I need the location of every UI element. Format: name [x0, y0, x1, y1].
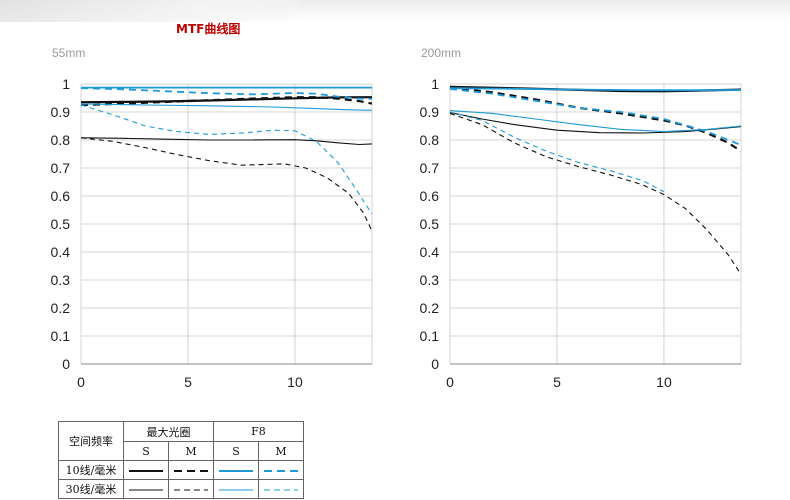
y-tick-label: 0.8 [420, 132, 440, 148]
y-tick-label: 0.4 [420, 244, 440, 260]
x-tick-label: 10 [287, 374, 303, 390]
y-tick-label: 0.3 [51, 272, 71, 288]
legend-col-m: M [168, 441, 214, 461]
x-tick-label: 0 [77, 374, 85, 390]
legend-table: 空间频率 最大光圈 F8 S M S M 10线/毫米 30线/毫米 [58, 421, 304, 499]
y-tick-label: 0 [62, 356, 70, 372]
chart-main-title: MTF曲线图 [176, 22, 241, 36]
legend-col-m: M [258, 441, 304, 461]
legend-group-wide-open: 最大光圈 [123, 421, 214, 442]
mtf-line-f8-30-s [449, 110, 742, 133]
legend-swatch-wide-open-10-m [168, 460, 214, 480]
y-tick-label: 0.9 [420, 104, 440, 120]
legend-swatch-wide-open-10-s [123, 460, 169, 480]
y-tick-label: 0.7 [420, 160, 440, 176]
legend-group-f8: F8 [213, 421, 304, 442]
y-tick-label: 0 [431, 356, 439, 372]
y-tick-label: 0.6 [51, 188, 71, 204]
y-tick-label: 1 [62, 76, 70, 92]
y-tick-label: 0.2 [51, 300, 71, 316]
legend-header-frequency: 空间频率 [58, 421, 124, 461]
y-tick-label: 0.1 [51, 328, 71, 344]
legend-swatch-f8-10-m [258, 460, 304, 480]
mtf-chart-200mm: 00.10.20.30.40.50.60.70.80.910 5 10 [420, 76, 742, 390]
mtf-line-wide-open-30-m [449, 112, 742, 275]
y-tick-label: 0.8 [51, 132, 71, 148]
header-band [0, 0, 790, 22]
legend-swatch-wide-open-30-s [123, 479, 169, 499]
legend-swatch-wide-open-30-m [168, 479, 214, 499]
y-tick-label: 0.5 [420, 216, 440, 232]
y-tick-label: 0.9 [51, 104, 71, 120]
mtf-line-wide-open-10-m [80, 96, 373, 107]
mtf-line-f8-30-m [449, 111, 665, 193]
legend-swatch-f8-30-m [258, 479, 304, 499]
lens-label-55mm: 55mm [52, 46, 86, 60]
y-tick-label: 0.7 [51, 160, 71, 176]
mtf-line-f8-30-m [80, 104, 373, 215]
legend-col-s: S [123, 441, 169, 461]
y-tick-label: 0.5 [51, 216, 71, 232]
y-tick-label: 0.1 [420, 328, 440, 344]
mtf-line-wide-open-30-m [80, 137, 373, 232]
y-tick-label: 0.4 [51, 244, 71, 260]
mtf-chart-55mm: 00.10.20.30.40.50.60.70.80.910 5 10 [51, 76, 373, 390]
legend-row-10: 10线/毫米 [58, 460, 124, 480]
x-tick-label: 0 [446, 374, 454, 390]
x-tick-label: 10 [656, 374, 672, 390]
y-tick-label: 0.3 [420, 272, 440, 288]
legend-col-s: S [213, 441, 259, 461]
legend-row-30: 30线/毫米 [58, 479, 124, 499]
mtf-line-wide-open-30-s [80, 137, 373, 146]
y-tick-label: 1 [431, 76, 439, 92]
legend-swatch-f8-30-s [213, 479, 259, 499]
mtf-line-f8-10-m [449, 88, 742, 146]
y-tick-label: 0.2 [420, 300, 440, 316]
mtf-line-wide-open-10-m [449, 86, 742, 153]
mtf-line-f8-10-m [80, 87, 373, 100]
x-tick-label: 5 [184, 374, 192, 390]
lens-label-200mm: 200mm [421, 46, 462, 60]
mtf-line-f8-10-s [449, 87, 742, 92]
x-tick-label: 5 [553, 374, 561, 390]
y-tick-label: 0.6 [420, 188, 440, 204]
mtf-line-f8-30-s [80, 103, 373, 111]
legend-swatch-f8-10-s [213, 460, 259, 480]
